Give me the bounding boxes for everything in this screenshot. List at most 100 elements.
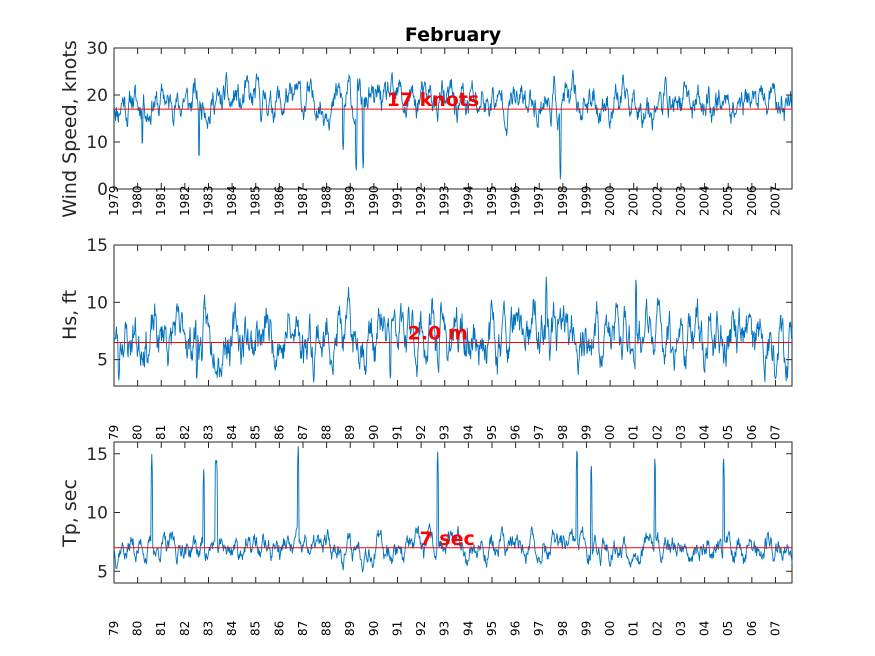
tp-xtick-label: 07 (768, 621, 782, 636)
hs-series-line (113, 276, 793, 383)
wind-xtick-label: 1993 (438, 185, 452, 216)
wind-xtick-label: 2002 (650, 185, 664, 216)
hs-xtick-label: 94 (461, 425, 475, 440)
tp-y-ticks: 5 10 15 (86, 445, 792, 582)
hs-xtick-label: 88 (320, 425, 334, 440)
hs-xtick-label: 86 (272, 425, 286, 440)
hs-xtick-label: 05 (721, 425, 735, 440)
hs-ytick-label: 10 (86, 293, 108, 313)
wind-xtick-label: 1988 (320, 185, 334, 216)
wind-xtick-label: 1981 (154, 185, 168, 216)
tp-xtick-label: 84 (225, 621, 239, 636)
wind-xtick-label: 1982 (178, 185, 192, 216)
hs-xtick-label: 00 (603, 425, 617, 440)
wind-reference-label: 17 knots (387, 89, 480, 111)
tp-xtick-label: 00 (603, 621, 617, 636)
tp-xtick-label: 02 (650, 621, 664, 636)
wind-y-axis-label: Wind Speed, knots (59, 40, 81, 217)
wind-xtick-label: 2004 (698, 185, 712, 216)
hs-xtick-label: 89 (343, 425, 357, 440)
hs-xtick-label: 96 (509, 425, 523, 440)
wind-axes (113, 47, 793, 190)
wind-xtick-label: 1979 (107, 185, 121, 216)
hs-xtick-label: 07 (768, 425, 782, 440)
tp-y-axis-label: Tp, sec (59, 479, 81, 548)
hs-panel: 5 10 15 79 80 81 82 83 84 85 86 87 88 89 90 91 92 93 94 95… (59, 236, 793, 440)
tp-ytick-label: 10 (86, 504, 108, 524)
tp-x-ticks: 79 80 81 82 83 84 85 86 87 88 89 90 91 92 93 94 95 96 97 98… (107, 442, 782, 636)
tp-xtick-label: 97 (532, 621, 546, 636)
wind-xtick-label: 2007 (768, 185, 782, 216)
tp-reference-label: 7 sec (419, 528, 474, 550)
wind-xtick-label: 2001 (627, 185, 641, 216)
hs-xtick-label: 79 (107, 425, 121, 440)
tp-xtick-label: 06 (745, 621, 759, 636)
wind-ytick-label: 30 (86, 39, 108, 59)
tp-xtick-label: 79 (107, 621, 121, 636)
wind-speed-panel: 0 10 20 30 1979 1980 1981 1982 1983 1984 1985 1986… (59, 39, 793, 218)
wind-xtick-label: 1984 (225, 185, 239, 216)
wind-ytick-label: 20 (86, 86, 108, 106)
wind-series-group (113, 69, 793, 180)
tp-xtick-label: 88 (320, 621, 334, 636)
tp-xtick-label: 81 (154, 621, 168, 636)
tp-xtick-label: 95 (485, 621, 499, 636)
tp-xtick-label: 05 (721, 621, 735, 636)
wind-xtick-label: 1996 (509, 185, 523, 216)
hs-xtick-label: 98 (556, 425, 570, 440)
hs-xtick-label: 90 (367, 425, 381, 440)
tp-xtick-label: 99 (579, 621, 593, 636)
wind-xtick-label: 1995 (485, 185, 499, 216)
hs-xtick-label: 81 (154, 425, 168, 440)
wind-xtick-label: 1992 (414, 185, 428, 216)
tp-xtick-label: 03 (674, 621, 688, 636)
tp-xtick-label: 89 (343, 621, 357, 636)
tp-xtick-label: 90 (367, 621, 381, 636)
tp-xtick-label: 93 (438, 621, 452, 636)
hs-xtick-label: 06 (745, 425, 759, 440)
wind-xtick-label: 1999 (579, 185, 593, 216)
hs-xtick-label: 83 (201, 425, 215, 440)
tp-xtick-label: 87 (296, 621, 310, 636)
hs-axes (113, 244, 793, 387)
tp-xtick-label: 83 (201, 621, 215, 636)
hs-xtick-label: 92 (414, 425, 428, 440)
hs-y-ticks: 5 10 15 (86, 236, 792, 371)
wind-xtick-label: 1990 (367, 185, 381, 216)
wind-ytick-label: 10 (86, 133, 108, 153)
hs-xtick-label: 82 (178, 425, 192, 440)
chart-title: February (405, 24, 502, 46)
wind-xtick-label: 2005 (721, 185, 735, 216)
tp-series-line (113, 446, 793, 573)
tp-ytick-label: 5 (97, 562, 108, 582)
hs-xtick-label: 95 (485, 425, 499, 440)
hs-xtick-label: 99 (579, 425, 593, 440)
hs-xtick-label: 97 (532, 425, 546, 440)
hs-xtick-label: 03 (674, 425, 688, 440)
tp-panel: 5 10 15 79 80 81 82 83 84 85 86 87 88 89 90 91 92 93 94 95… (59, 441, 793, 636)
wind-xtick-label: 2003 (674, 185, 688, 216)
tp-xtick-label: 04 (698, 621, 712, 636)
hs-xtick-label: 01 (627, 425, 641, 440)
tp-xtick-label: 01 (627, 621, 641, 636)
wind-ytick-label: 0 (97, 180, 108, 200)
wind-xtick-label: 1989 (343, 185, 357, 216)
wind-xtick-label: 1991 (390, 185, 404, 216)
tp-xtick-label: 92 (414, 621, 428, 636)
wind-xtick-label: 1985 (249, 185, 263, 216)
hs-xtick-label: 84 (225, 425, 239, 440)
hs-ytick-label: 5 (97, 351, 108, 371)
wind-xtick-label: 2006 (745, 185, 759, 216)
wind-xtick-label: 1983 (201, 185, 215, 216)
wind-xtick-label: 1997 (532, 185, 546, 216)
hs-y-axis-label: Hs, ft (59, 290, 81, 340)
tp-xtick-label: 82 (178, 621, 192, 636)
tp-xtick-label: 80 (131, 621, 145, 636)
wind-series-line (113, 69, 793, 180)
tp-xtick-label: 94 (461, 621, 475, 636)
tp-xtick-label: 91 (390, 621, 404, 636)
tp-ytick-label: 15 (86, 445, 108, 465)
hs-xtick-label: 02 (650, 425, 664, 440)
wind-xtick-label: 1998 (556, 185, 570, 216)
tp-xtick-label: 96 (509, 621, 523, 636)
